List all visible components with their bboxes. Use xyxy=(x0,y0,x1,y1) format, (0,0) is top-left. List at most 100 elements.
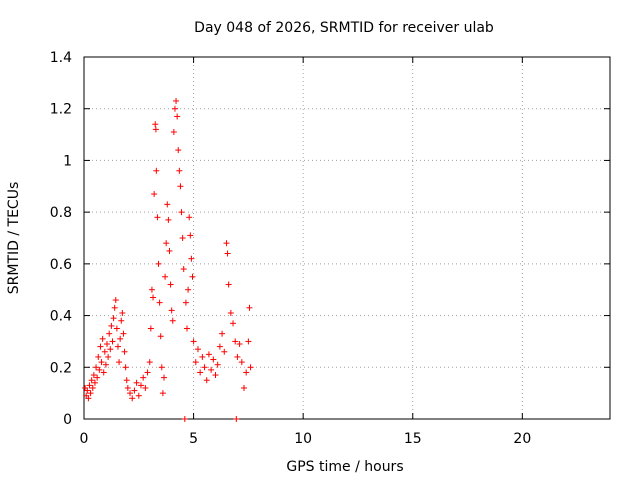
data-point xyxy=(160,374,167,381)
y-tick-label: 1.4 xyxy=(50,50,72,66)
data-point xyxy=(108,322,115,329)
data-point xyxy=(232,338,239,345)
y-tick-label: 0.2 xyxy=(50,360,72,376)
data-point xyxy=(236,341,243,348)
data-point xyxy=(118,317,125,324)
data-point xyxy=(192,359,199,366)
data-point xyxy=(162,273,169,280)
data-point xyxy=(110,315,117,322)
data-point xyxy=(197,369,204,376)
data-point xyxy=(113,325,120,332)
axis-ticks xyxy=(83,56,610,420)
data-point xyxy=(178,209,185,216)
data-point xyxy=(122,364,129,371)
data-point xyxy=(208,366,215,373)
data-point xyxy=(106,330,113,337)
data-point xyxy=(97,343,104,350)
data-point xyxy=(188,255,195,262)
data-point xyxy=(123,377,130,384)
data-point xyxy=(210,356,217,363)
data-point xyxy=(182,299,189,306)
grid xyxy=(84,57,610,419)
data-point xyxy=(111,304,118,311)
data-point xyxy=(96,366,103,373)
data-point xyxy=(177,183,184,190)
data-point xyxy=(173,97,180,104)
plot-frame xyxy=(83,56,611,420)
chart-title: Day 048 of 2026, SRMTID for receiver ula… xyxy=(194,20,494,36)
data-point xyxy=(93,364,100,371)
data-point xyxy=(148,286,155,293)
data-point xyxy=(107,346,114,353)
data-point xyxy=(214,361,221,368)
data-point xyxy=(199,353,206,360)
data-point xyxy=(167,281,174,288)
data-point xyxy=(135,392,142,399)
x-tick-label: 20 xyxy=(513,431,531,447)
data-point xyxy=(121,348,128,355)
data-point xyxy=(185,286,192,293)
x-tick-label: 10 xyxy=(294,431,312,447)
data-point xyxy=(194,346,201,353)
y-tick-label: 0.6 xyxy=(50,257,72,273)
data-point xyxy=(131,387,138,394)
data-point xyxy=(190,338,197,345)
x-tick-label: 15 xyxy=(404,431,422,447)
data-point xyxy=(247,364,254,371)
data-point xyxy=(158,364,165,371)
data-point xyxy=(152,121,159,128)
data-point xyxy=(170,128,177,135)
data-point xyxy=(224,250,231,257)
data-point xyxy=(146,359,153,366)
data-point xyxy=(116,359,123,366)
data-point xyxy=(169,317,176,324)
data-point xyxy=(187,232,194,239)
data-point xyxy=(140,374,147,381)
data-point xyxy=(84,387,91,394)
data-point xyxy=(225,281,232,288)
data-point xyxy=(164,201,171,208)
data-point xyxy=(89,384,96,391)
x-tick-labels: 0 5 10 15 20 xyxy=(80,431,532,447)
data-point xyxy=(153,167,160,174)
data-point xyxy=(165,216,172,223)
data-point xyxy=(137,382,144,389)
data-point xyxy=(112,297,119,304)
data-point xyxy=(234,353,241,360)
data-point xyxy=(168,307,175,314)
data-point xyxy=(85,395,92,402)
data-point xyxy=(120,330,127,337)
data-point xyxy=(233,416,240,422)
data-point xyxy=(171,105,178,112)
data-point xyxy=(150,294,157,301)
data-point xyxy=(144,369,151,376)
data-point xyxy=(175,147,182,154)
data-point xyxy=(238,359,245,366)
y-tick-label: 0 xyxy=(63,412,72,428)
data-point xyxy=(95,353,102,360)
data-point xyxy=(86,382,93,389)
data-point xyxy=(117,335,124,342)
data-point xyxy=(227,309,234,316)
data-point xyxy=(102,361,109,368)
x-tick-label: 0 xyxy=(80,431,89,447)
data-points xyxy=(82,97,254,422)
data-point xyxy=(166,247,173,254)
data-point xyxy=(230,320,237,327)
data-point xyxy=(147,325,154,332)
data-point xyxy=(105,353,112,360)
x-axis-label: GPS time / hours xyxy=(286,459,403,475)
data-point xyxy=(154,214,161,221)
data-point xyxy=(90,372,97,379)
data-point xyxy=(245,338,252,345)
data-point xyxy=(216,343,223,350)
data-point xyxy=(114,343,121,350)
y-tick-label: 0.8 xyxy=(50,205,72,221)
y-tick-label: 1.2 xyxy=(50,102,72,118)
data-point xyxy=(176,167,183,174)
data-point xyxy=(189,273,196,280)
data-point xyxy=(205,351,212,358)
data-point xyxy=(100,369,107,376)
data-point xyxy=(94,374,101,381)
